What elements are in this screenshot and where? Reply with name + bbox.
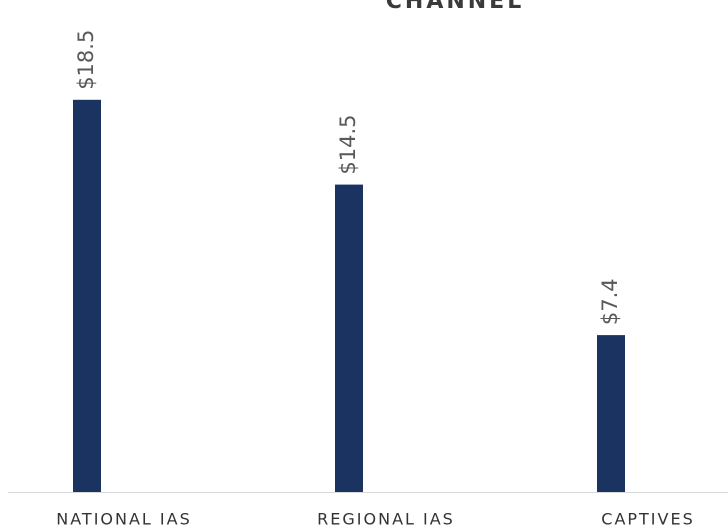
x-tick-label: CAPTIVES: [601, 510, 694, 529]
chart-title: CHANNEL: [386, 0, 524, 14]
x-tick-label: NATIONAL IAS: [56, 510, 192, 529]
value-label: $14.5: [336, 114, 360, 174]
bar: [73, 99, 101, 493]
value-label: $18.5: [74, 30, 98, 90]
bar: [597, 335, 625, 492]
bar: [335, 184, 363, 492]
x-tick-label: REGIONAL IAS: [317, 510, 455, 529]
value-label: $7.4: [598, 278, 622, 325]
